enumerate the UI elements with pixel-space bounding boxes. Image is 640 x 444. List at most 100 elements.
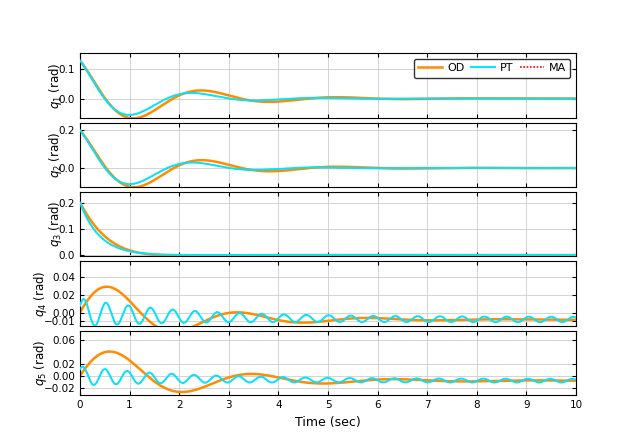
MA	[163, 376, 170, 381]
PT	[267, 318, 275, 324]
MA	[572, 165, 580, 170]
OD	[106, 349, 113, 354]
Y-axis label: $q_5$ (rad): $q_5$ (rad)	[32, 340, 49, 386]
OD	[288, 98, 296, 103]
PT	[509, 166, 517, 171]
OD	[132, 250, 140, 255]
X-axis label: Time (sec): Time (sec)	[295, 416, 361, 428]
OD	[76, 373, 84, 379]
OD	[509, 165, 517, 170]
Y-axis label: $q_4$ (rad): $q_4$ (rad)	[32, 270, 49, 317]
PT	[572, 315, 580, 320]
OD	[572, 96, 580, 101]
PT	[288, 379, 296, 385]
PT	[509, 379, 517, 384]
MA	[163, 166, 170, 171]
OD	[179, 253, 187, 258]
PT	[563, 378, 570, 384]
Line: MA: MA	[80, 367, 576, 385]
PT	[133, 381, 141, 386]
MA	[509, 252, 517, 258]
MA	[509, 379, 517, 384]
PT	[80, 297, 88, 302]
PT	[563, 165, 570, 170]
Line: OD: OD	[80, 352, 576, 392]
OD	[267, 373, 275, 379]
PT	[252, 252, 259, 258]
MA	[288, 379, 296, 385]
MA	[266, 167, 274, 172]
MA	[267, 380, 275, 385]
MA	[76, 303, 84, 309]
PT	[266, 167, 274, 172]
OD	[163, 170, 170, 175]
PT	[126, 182, 134, 187]
PT	[133, 180, 141, 186]
OD	[103, 284, 111, 289]
MA	[509, 96, 517, 101]
OD	[563, 96, 570, 101]
MA	[132, 250, 140, 255]
OD	[267, 316, 275, 321]
OD	[572, 317, 580, 322]
MA	[288, 96, 296, 101]
MA	[572, 96, 580, 101]
Line: PT: PT	[80, 60, 576, 115]
MA	[133, 180, 141, 186]
PT	[91, 323, 99, 329]
OD	[509, 96, 517, 101]
MA	[563, 252, 570, 258]
MA	[563, 96, 570, 101]
MA	[572, 315, 580, 320]
MA	[76, 127, 84, 133]
PT	[163, 96, 170, 102]
PT	[76, 366, 84, 372]
MA	[76, 366, 84, 372]
MA	[163, 315, 170, 321]
Line: OD: OD	[80, 130, 576, 187]
PT	[267, 380, 275, 385]
OD	[266, 99, 274, 104]
Line: MA: MA	[80, 202, 576, 255]
MA	[563, 378, 570, 384]
PT	[563, 252, 570, 258]
Line: MA: MA	[80, 60, 576, 115]
Line: OD: OD	[80, 202, 576, 256]
MA	[563, 318, 570, 323]
OD	[178, 389, 186, 395]
PT	[509, 317, 517, 323]
OD	[509, 378, 517, 383]
Line: PT: PT	[80, 299, 576, 326]
PT	[563, 318, 570, 323]
PT	[90, 382, 97, 388]
PT	[79, 364, 86, 369]
OD	[288, 378, 296, 383]
Line: PT: PT	[80, 367, 576, 385]
MA	[267, 318, 275, 324]
OD	[163, 328, 170, 333]
OD	[288, 252, 296, 258]
Y-axis label: $q_3$ (rad): $q_3$ (rad)	[47, 201, 65, 247]
OD	[162, 253, 170, 258]
PT	[288, 318, 296, 323]
MA	[509, 166, 517, 171]
PT	[162, 252, 170, 257]
Line: PT: PT	[80, 202, 576, 255]
MA	[572, 377, 580, 382]
Line: OD: OD	[80, 287, 576, 332]
PT	[163, 376, 170, 381]
Y-axis label: $q_1$ (rad): $q_1$ (rad)	[47, 62, 65, 109]
MA	[91, 323, 99, 329]
MA	[80, 297, 88, 302]
PT	[125, 112, 133, 118]
MA	[563, 165, 570, 170]
OD	[163, 386, 170, 391]
MA	[162, 252, 170, 257]
PT	[572, 252, 580, 258]
PT	[288, 165, 296, 170]
PT	[266, 97, 274, 103]
MA	[76, 200, 84, 205]
MA	[509, 317, 517, 323]
MA	[288, 165, 296, 170]
OD	[129, 115, 137, 121]
